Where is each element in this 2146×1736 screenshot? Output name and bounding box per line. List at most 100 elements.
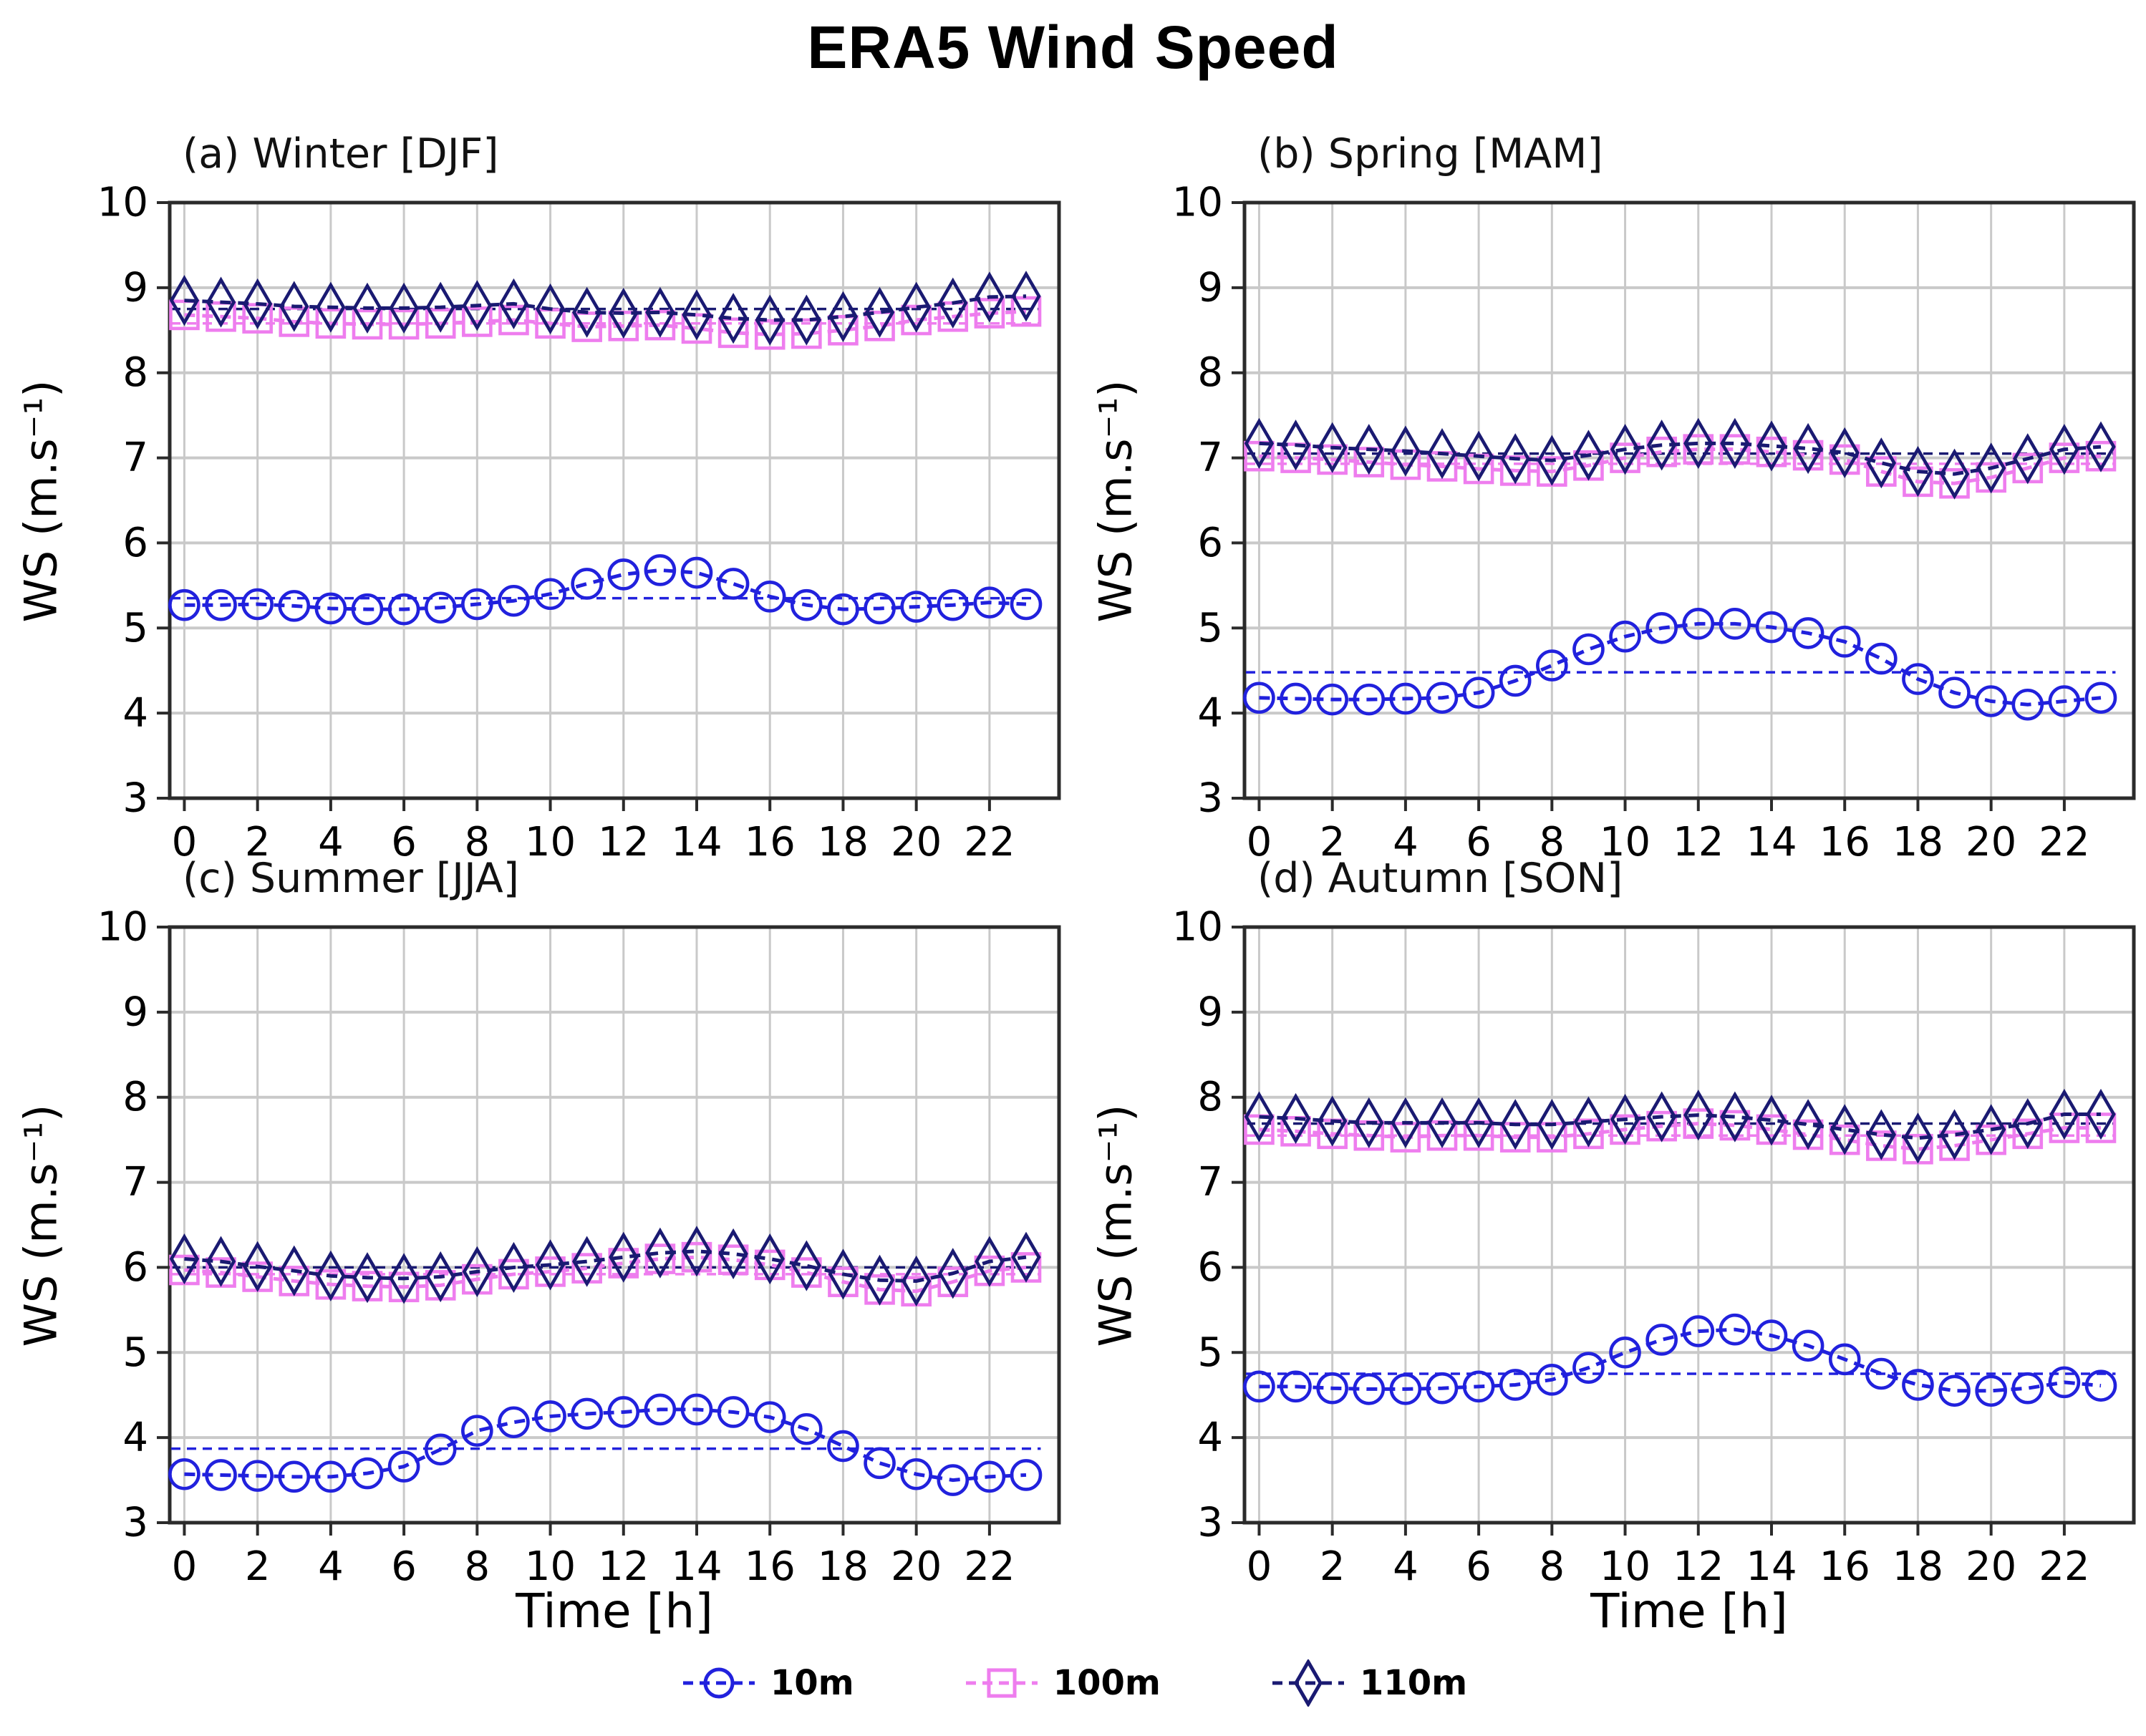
figure-legend: 10m 100m 110m [0,1659,2146,1707]
svg-text:6: 6 [122,520,148,566]
legend-label-10m: 10m [770,1663,854,1703]
svg-text:0: 0 [172,819,198,865]
svg-text:8: 8 [122,349,148,396]
svg-text:8: 8 [1197,349,1223,396]
svg-text:4: 4 [318,1543,344,1590]
svg-text:12: 12 [1673,1543,1724,1590]
svg-text:4: 4 [1197,690,1223,737]
legend-label-100m: 100m [1053,1663,1161,1703]
svg-text:7: 7 [1197,435,1223,481]
figure-title: ERA5 Wind Speed [807,14,1339,81]
svg-text:16: 16 [745,1543,796,1590]
svg-text:7: 7 [122,1159,148,1206]
panel-a-ylabel: WS (m.s⁻¹) [14,379,67,623]
legend-item-10m: 10m [679,1659,854,1707]
svg-text:20: 20 [891,819,942,865]
svg-text:18: 18 [1893,1543,1943,1590]
svg-text:22: 22 [964,819,1015,865]
svg-text:6: 6 [1197,520,1223,566]
svg-text:7: 7 [1197,1159,1223,1206]
svg-text:5: 5 [1197,605,1223,651]
panel-a-title: (a) Winter [DJF] [183,130,499,178]
svg-text:6: 6 [391,1543,417,1590]
panel-d-title: (d) Autumn [SON] [1257,855,1623,902]
panel-b-title: (b) Spring [MAM] [1257,130,1603,178]
svg-text:16: 16 [745,819,796,865]
svg-text:12: 12 [1673,819,1724,865]
svg-text:14: 14 [671,1543,722,1590]
svg-text:10: 10 [97,180,148,226]
svg-text:9: 9 [1197,264,1223,311]
svg-text:16: 16 [1819,819,1870,865]
diamond-marker-icon [1272,1659,1344,1707]
svg-text:5: 5 [122,1329,148,1376]
svg-text:4: 4 [122,1415,148,1461]
svg-text:14: 14 [671,819,722,865]
svg-text:3: 3 [1197,1500,1223,1546]
svg-text:5: 5 [1197,1329,1223,1376]
svg-text:10: 10 [525,819,576,865]
svg-text:18: 18 [818,1543,869,1590]
svg-text:2: 2 [245,1543,271,1590]
panel-b-chart: 3 4 5 6 7 8 9 10 0 2 4 6 8 10 12 14 16 18 20 22 [1172,180,2136,865]
circle-marker-icon [682,1667,755,1699]
svg-text:8: 8 [465,1543,490,1590]
svg-text:9: 9 [122,264,148,311]
svg-text:18: 18 [818,819,869,865]
svg-text:3: 3 [122,775,148,822]
panel-c-xlabel: Time [h] [516,1584,713,1639]
svg-text:12: 12 [598,1543,649,1590]
svg-text:4: 4 [1393,1543,1418,1590]
panel-d-xlabel: Time [h] [1590,1584,1788,1639]
svg-text:0: 0 [1247,819,1272,865]
svg-text:6: 6 [122,1244,148,1291]
svg-text:8: 8 [1540,1543,1565,1590]
svg-text:8: 8 [1197,1074,1223,1120]
panel-c-title: (c) Summer [JJA] [183,855,519,902]
svg-text:20: 20 [1966,819,2016,865]
panel-a-chart: 3 4 5 6 7 8 9 10 0 2 4 6 8 10 12 14 16 18 20 22 [97,180,1061,865]
svg-text:4: 4 [1393,819,1418,865]
svg-text:7: 7 [122,435,148,481]
svg-text:10: 10 [1172,904,1223,951]
svg-text:22: 22 [964,1543,1015,1590]
svg-text:20: 20 [891,1543,942,1590]
legend-item-110m: 110m [1268,1659,1467,1707]
svg-text:9: 9 [1197,989,1223,1035]
svg-text:0: 0 [172,1543,198,1590]
svg-text:4: 4 [318,819,344,865]
svg-text:10: 10 [1172,180,1223,226]
svg-text:3: 3 [1197,775,1223,822]
svg-text:9: 9 [122,989,148,1035]
svg-text:18: 18 [1893,819,1943,865]
svg-text:6: 6 [1197,1244,1223,1291]
svg-text:10: 10 [1600,819,1650,865]
svg-text:14: 14 [1746,819,1797,865]
panel-d-chart: 3 4 5 6 7 8 9 10 0 2 4 6 8 10 12 14 16 18 20 22 [1172,904,2136,1590]
svg-text:0: 0 [1247,1543,1272,1590]
legend-label-110m: 110m [1359,1663,1468,1703]
svg-text:10: 10 [1600,1543,1650,1590]
svg-text:3: 3 [122,1500,148,1546]
svg-text:16: 16 [1819,1543,1870,1590]
svg-text:10: 10 [525,1543,576,1590]
svg-text:6: 6 [391,819,417,865]
svg-text:14: 14 [1746,1543,1797,1590]
svg-text:22: 22 [2039,1543,2089,1590]
panel-c-ylabel: WS (m.s⁻¹) [14,1104,67,1347]
svg-text:20: 20 [1966,1543,2016,1590]
svg-text:5: 5 [122,605,148,651]
svg-text:2: 2 [1320,819,1345,865]
svg-text:22: 22 [2039,819,2089,865]
svg-text:10: 10 [97,904,148,951]
svg-text:8: 8 [1540,819,1565,865]
svg-text:6: 6 [1466,819,1492,865]
svg-text:4: 4 [122,690,148,737]
svg-text:6: 6 [1466,1543,1492,1590]
svg-text:8: 8 [465,819,490,865]
square-marker-icon [965,1668,1038,1698]
svg-text:4: 4 [1197,1415,1223,1461]
svg-text:2: 2 [245,819,271,865]
